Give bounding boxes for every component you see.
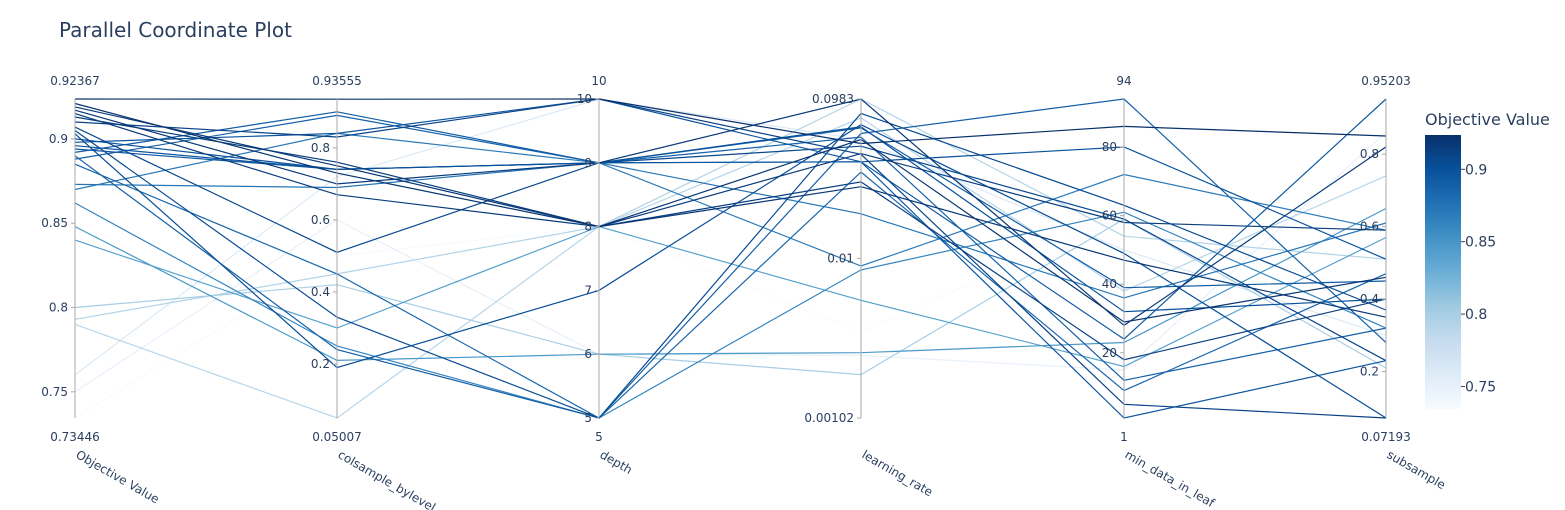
colorbar: Objective Value 0.75 0.8 0.85 0.9	[1425, 110, 1550, 409]
axis-max-label: 0.93555	[312, 74, 362, 88]
colorbar-title: Objective Value	[1425, 110, 1550, 129]
trial-line	[74, 98, 1387, 376]
trial-line	[74, 163, 1387, 419]
trial-line	[74, 214, 1387, 419]
colorbar-tick-label: 0.9	[1465, 162, 1487, 178]
tick-label: 10	[577, 92, 592, 106]
axis-colsample_bylevel: 0.2 0.4 0.6 0.8 0.93555 0.05007 colsample_byle…	[311, 74, 438, 510]
tick-label: 0.6	[1360, 220, 1379, 234]
axis-max-label: 10	[591, 74, 606, 88]
axis-min_data_in_leaf: 20 40 60 80 94 1 min_data_in_leaf	[1102, 74, 1218, 510]
colorbar-tick-label: 0.8	[1465, 307, 1487, 323]
tick-label: 20	[1102, 346, 1117, 360]
axis-max-label: 0.95203	[1361, 74, 1411, 88]
colorbar-gradient	[1425, 135, 1461, 409]
colorbar-tick-label: 0.85	[1465, 235, 1496, 251]
trial-line	[74, 98, 1387, 327]
axis-min-label: 0.07193	[1361, 430, 1411, 444]
axis-min-label: 0.73446	[50, 430, 100, 444]
tick-label: 0.4	[1360, 292, 1379, 306]
tick-label: 6	[584, 347, 592, 361]
tick-label: 0.6	[311, 213, 330, 227]
trial-line	[74, 98, 1387, 340]
axis-title: depth	[598, 447, 635, 477]
trial-line	[74, 116, 1387, 361]
trial-line	[74, 131, 1387, 393]
chart-title: Parallel Coordinate Plot	[59, 18, 292, 42]
axis-depth: 5 6 7 8 9 10 10 5 depth	[577, 74, 635, 477]
axis-min-label: 0.05007	[312, 430, 362, 444]
trial-line	[74, 162, 1387, 299]
tick-label: 9	[584, 156, 592, 170]
axis-title: min_data_in_leaf	[1123, 447, 1218, 510]
axis-title: learning_rate	[860, 447, 936, 499]
tick-label: 0.8	[1360, 147, 1379, 161]
axis-max-label: 94	[1116, 74, 1131, 88]
trial-line	[74, 126, 1387, 313]
trial-line	[74, 202, 1387, 419]
tick-label: 80	[1102, 140, 1117, 154]
tick-label: 5	[584, 411, 592, 425]
tick-label: 0.9	[49, 132, 68, 146]
tick-label: 8	[584, 220, 592, 234]
tick-label: 0.85	[41, 216, 68, 230]
trial-line	[74, 102, 1387, 323]
tick-label: 0.8	[49, 301, 68, 315]
trial-line	[74, 106, 1387, 318]
tick-label: 0.2	[1360, 365, 1379, 379]
tick-label: 0.01	[827, 252, 854, 266]
tick-label: 0.2	[311, 357, 330, 371]
trial-line	[74, 218, 1387, 376]
trial-line	[74, 124, 1387, 419]
trial-lines	[74, 98, 1387, 419]
trial-line	[74, 126, 1387, 362]
trial-line	[74, 98, 1387, 260]
tick-label: 0.8	[311, 141, 330, 155]
trial-line	[74, 145, 1387, 419]
trial-line	[74, 98, 1387, 419]
axis-title: colsample_bylevel	[336, 447, 438, 510]
axis-objective: 0.75 0.8 0.85 0.9 0.92367 0.73446 Objective Va…	[41, 74, 161, 506]
trial-line	[74, 225, 1387, 368]
trial-line	[74, 117, 1387, 419]
tick-label: 7	[584, 283, 592, 297]
trial-line	[74, 112, 1387, 419]
trial-line	[74, 98, 1387, 145]
axis-min-label: 5	[595, 430, 603, 444]
trial-line	[74, 207, 1387, 362]
tick-label: 0.00102	[804, 411, 854, 425]
axis-title: subsample	[1385, 447, 1448, 492]
trial-line	[74, 111, 1387, 289]
trial-line	[74, 113, 1387, 231]
tick-label: 40	[1102, 277, 1117, 291]
trial-line	[74, 114, 1387, 381]
tick-label: 0.4	[311, 285, 330, 299]
trial-line	[74, 132, 1387, 267]
tick-label: 60	[1102, 209, 1117, 223]
colorbar-tick-label: 0.75	[1465, 379, 1496, 395]
tick-label: 0.75	[41, 385, 68, 399]
axis-title: Objective Value	[74, 447, 162, 506]
axis-min-label: 1	[1120, 430, 1128, 444]
trial-line	[74, 98, 1387, 419]
tick-label: 0.0983	[812, 92, 854, 106]
axis-max-label: 0.92367	[50, 74, 100, 88]
